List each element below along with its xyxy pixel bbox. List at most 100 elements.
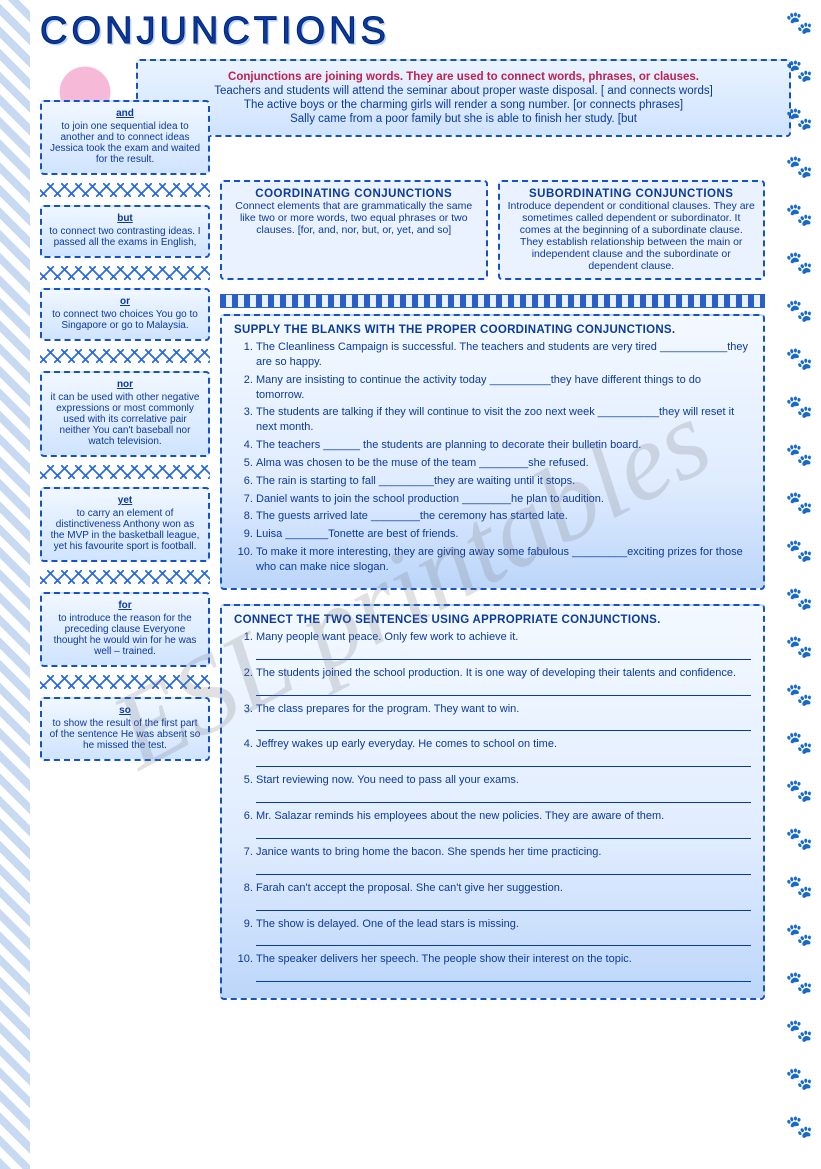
exercise-item: The guests arrived late ________the cere…: [256, 509, 751, 524]
paw-icon: 🐾: [786, 1018, 813, 1044]
paw-icon: 🐾: [786, 298, 813, 324]
exercise-item: Daniel wants to join the school producti…: [256, 492, 751, 507]
def-nor: nor it can be used with other negative e…: [40, 371, 210, 457]
conjunction-types-row: COORDINATING CONJUNCTIONS Connect elemen…: [220, 180, 765, 280]
def-but: but to connect two contrasting ideas. I …: [40, 205, 210, 258]
term-body: to introduce the reason for the precedin…: [54, 613, 197, 657]
intro-definition-box: Conjunctions are joining words. They are…: [136, 59, 791, 137]
exercise-item: The rain is starting to fall _________th…: [256, 474, 751, 489]
exercise-item: Many are insisting to continue the activ…: [256, 373, 751, 403]
term-label: nor: [48, 379, 202, 390]
def-so: so to show the result of the first part …: [40, 697, 210, 761]
paw-icon: 🐾: [786, 634, 813, 660]
answer-line[interactable]: [256, 899, 751, 911]
intro-line-1: Teachers and students will attend the se…: [148, 85, 779, 97]
exercise-item: The class prepares for the program. They…: [256, 702, 751, 732]
paw-icon: 🐾: [786, 10, 813, 36]
paw-icon: 🐾: [786, 58, 813, 84]
term-label: and: [48, 108, 202, 119]
exercise-item: Janice wants to bring home the bacon. Sh…: [256, 845, 751, 875]
exercise-item: Farah can't accept the proposal. She can…: [256, 881, 751, 911]
def-yet: yet to carry an element of distinctivene…: [40, 487, 210, 562]
term-label: for: [48, 600, 202, 611]
intro-line-2: The active boys or the charming girls wi…: [148, 99, 779, 111]
box-heading: SUBORDINATING CONJUNCTIONS: [508, 188, 756, 200]
term-label: or: [48, 296, 202, 307]
answer-line[interactable]: [256, 934, 751, 946]
exercise-item: The speaker delivers her speech. The peo…: [256, 952, 751, 982]
paw-icon: 🐾: [786, 922, 813, 948]
answer-line[interactable]: [256, 863, 751, 875]
exercise-item: To make it more interesting, they are gi…: [256, 545, 751, 575]
paw-icon: 🐾: [786, 730, 813, 756]
exercise-item: Mr. Salazar reminds his employees about …: [256, 809, 751, 839]
def-for: for to introduce the reason for the prec…: [40, 592, 210, 667]
paw-icon: 🐾: [786, 250, 813, 276]
zigzag-divider: [40, 570, 210, 584]
exercise-2-list: Many people want peace. Only few work to…: [234, 630, 751, 982]
def-and: and to join one sequential idea to anoth…: [40, 100, 210, 175]
page-title: CONJUNCTIONS: [40, 10, 791, 53]
term-body: to show the result of the first part of …: [50, 718, 201, 751]
answer-line[interactable]: [256, 755, 751, 767]
paw-icon: 🐾: [786, 778, 813, 804]
paw-icon: 🐾: [786, 106, 813, 132]
coordinating-box: COORDINATING CONJUNCTIONS Connect elemen…: [220, 180, 488, 280]
intro-heading: Conjunctions are joining words. They are…: [148, 71, 779, 83]
paw-icon: 🐾: [786, 682, 813, 708]
intro-line-3: Sally came from a poor family but she is…: [148, 113, 779, 125]
zigzag-divider: [40, 183, 210, 197]
term-label: yet: [48, 495, 202, 506]
zigzag-divider: [40, 349, 210, 363]
answer-line[interactable]: [256, 827, 751, 839]
box-body: Connect elements that are grammatically …: [230, 200, 478, 236]
answer-line[interactable]: [256, 970, 751, 982]
term-body: it can be used with other negative expre…: [51, 392, 200, 447]
exercise-item: The Cleanliness Campaign is successful. …: [256, 340, 751, 370]
answer-line[interactable]: [256, 719, 751, 731]
paw-icon: 🐾: [786, 490, 813, 516]
box-body: Introduce dependent or conditional claus…: [508, 200, 756, 272]
answer-line[interactable]: [256, 791, 751, 803]
term-body: to connect two choices You go to Singapo…: [52, 309, 198, 331]
paw-icon: 🐾: [786, 826, 813, 852]
term-body: to join one sequential idea to another a…: [50, 121, 200, 165]
exercise-item: The show is delayed. One of the lead sta…: [256, 917, 751, 947]
term-body: to connect two contrasting ideas. I pass…: [49, 226, 200, 248]
exercise-heading: CONNECT THE TWO SENTENCES USING APPROPRI…: [234, 614, 751, 626]
paw-icon: 🐾: [786, 538, 813, 564]
exercise-2: CONNECT THE TWO SENTENCES USING APPROPRI…: [220, 604, 765, 1000]
exercise-item: Start reviewing now. You need to pass al…: [256, 773, 751, 803]
exercise-item: Jeffrey wakes up early everyday. He come…: [256, 737, 751, 767]
paw-icon: 🐾: [786, 586, 813, 612]
flower-divider: [220, 294, 765, 308]
zigzag-divider: [40, 675, 210, 689]
box-heading: COORDINATING CONJUNCTIONS: [230, 188, 478, 200]
exercise-item: Many people want peace. Only few work to…: [256, 630, 751, 660]
paw-icon: 🐾: [786, 1066, 813, 1092]
answer-line[interactable]: [256, 684, 751, 696]
main-content: COORDINATING CONJUNCTIONS Connect elemen…: [220, 180, 765, 1014]
def-or: or to connect two choices You go to Sing…: [40, 288, 210, 341]
zigzag-divider: [40, 465, 210, 479]
paw-icon: 🐾: [786, 346, 813, 372]
exercise-item: The students joined the school productio…: [256, 666, 751, 696]
worksheet-page: CONJUNCTIONS Conjunctions are joining wo…: [0, 0, 821, 1169]
paw-icon: 🐾: [786, 394, 813, 420]
paw-icon: 🐾: [786, 970, 813, 996]
exercise-heading: SUPPLY THE BLANKS WITH THE PROPER COORDI…: [234, 324, 751, 336]
exercise-item: Luisa _______Tonette are best of friends…: [256, 527, 751, 542]
exercise-item: The teachers ______ the students are pla…: [256, 438, 751, 453]
term-label: but: [48, 213, 202, 224]
paw-icon: 🐾: [786, 442, 813, 468]
exercise-item: Alma was chosen to be the muse of the te…: [256, 456, 751, 471]
exercise-item: The students are talking if they will co…: [256, 405, 751, 435]
term-body: to carry an element of distinctiveness A…: [51, 508, 200, 552]
paw-icon: 🐾: [786, 1114, 813, 1140]
paw-icon: 🐾: [786, 154, 813, 180]
paw-icon: 🐾: [786, 874, 813, 900]
paw-icon: 🐾: [786, 202, 813, 228]
definition-column: and to join one sequential idea to anoth…: [40, 100, 210, 761]
answer-line[interactable]: [256, 648, 751, 660]
exercise-1: SUPPLY THE BLANKS WITH THE PROPER COORDI…: [220, 314, 765, 590]
